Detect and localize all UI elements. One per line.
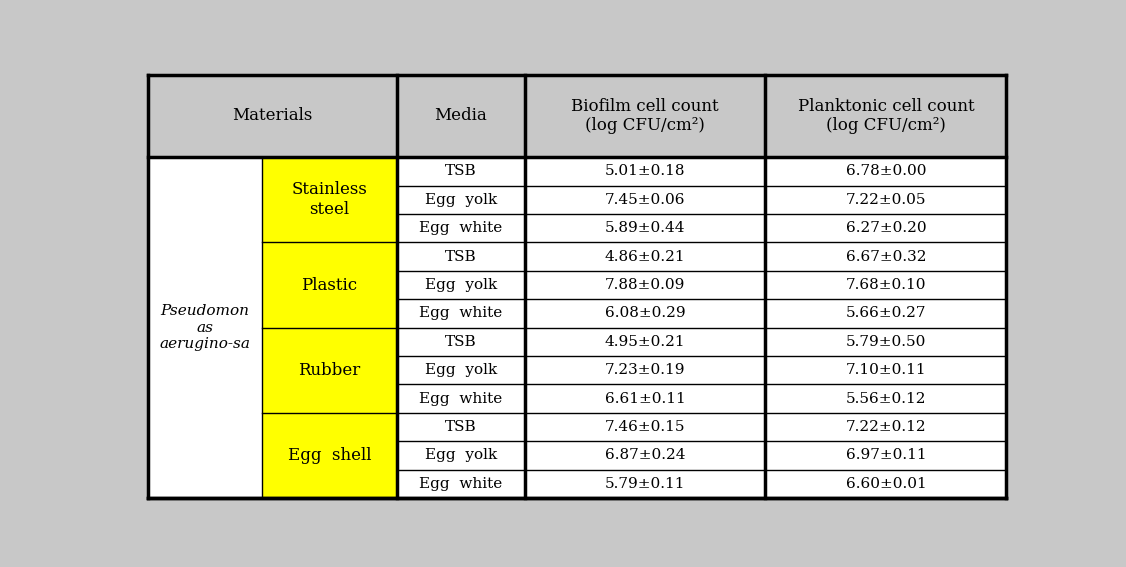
- Text: 7.22±0.12: 7.22±0.12: [846, 420, 927, 434]
- Bar: [397, 299, 525, 328]
- Bar: [766, 469, 1007, 498]
- Bar: [766, 413, 1007, 441]
- Bar: [397, 413, 525, 441]
- Bar: [766, 157, 1007, 185]
- Text: TSB: TSB: [445, 249, 476, 264]
- Text: Materials: Materials: [232, 107, 313, 124]
- Text: 7.45±0.06: 7.45±0.06: [605, 193, 686, 207]
- Text: Rubber: Rubber: [298, 362, 360, 379]
- Text: 7.23±0.19: 7.23±0.19: [605, 363, 686, 377]
- Bar: [525, 299, 766, 328]
- Bar: [525, 271, 766, 299]
- Text: Biofilm cell count
(log CFU/cm²): Biofilm cell count (log CFU/cm²): [571, 98, 718, 134]
- Text: 6.27±0.20: 6.27±0.20: [846, 221, 927, 235]
- Text: 5.79±0.50: 5.79±0.50: [846, 335, 926, 349]
- Bar: [525, 243, 766, 271]
- Text: 5.01±0.18: 5.01±0.18: [605, 164, 686, 179]
- Text: 6.61±0.11: 6.61±0.11: [605, 392, 686, 405]
- Text: TSB: TSB: [445, 164, 476, 179]
- Bar: [261, 328, 397, 413]
- Bar: [766, 299, 1007, 328]
- Bar: [525, 413, 766, 441]
- Bar: [397, 328, 525, 356]
- Text: Egg  white: Egg white: [419, 306, 502, 320]
- Text: 4.86±0.21: 4.86±0.21: [605, 249, 686, 264]
- Bar: [766, 384, 1007, 413]
- Bar: [766, 243, 1007, 271]
- Text: 4.95±0.21: 4.95±0.21: [605, 335, 686, 349]
- Text: Egg  yolk: Egg yolk: [425, 193, 497, 207]
- Text: Egg  white: Egg white: [419, 477, 502, 491]
- Text: 7.10±0.11: 7.10±0.11: [846, 363, 927, 377]
- Bar: [525, 469, 766, 498]
- Text: Stainless
steel: Stainless steel: [292, 181, 367, 218]
- Bar: [525, 356, 766, 384]
- Bar: [766, 328, 1007, 356]
- Text: 7.68±0.10: 7.68±0.10: [846, 278, 927, 292]
- Text: Planktonic cell count
(log CFU/cm²): Planktonic cell count (log CFU/cm²): [797, 98, 974, 134]
- Text: TSB: TSB: [445, 335, 476, 349]
- Bar: [397, 185, 525, 214]
- Bar: [397, 157, 525, 185]
- Bar: [525, 75, 766, 157]
- Text: Egg  shell: Egg shell: [288, 447, 372, 464]
- Bar: [525, 157, 766, 185]
- Text: Plastic: Plastic: [302, 277, 358, 294]
- Text: 6.97±0.11: 6.97±0.11: [846, 448, 927, 463]
- Bar: [397, 214, 525, 243]
- Bar: [525, 384, 766, 413]
- Bar: [397, 441, 525, 469]
- Bar: [766, 75, 1007, 157]
- Text: 6.67±0.32: 6.67±0.32: [846, 249, 927, 264]
- Text: 6.78±0.00: 6.78±0.00: [846, 164, 927, 179]
- Text: TSB: TSB: [445, 420, 476, 434]
- Bar: [525, 214, 766, 243]
- Bar: [766, 214, 1007, 243]
- Bar: [525, 328, 766, 356]
- Bar: [261, 243, 397, 328]
- Bar: [397, 271, 525, 299]
- Text: Egg  yolk: Egg yolk: [425, 448, 497, 463]
- Bar: [766, 441, 1007, 469]
- Text: Egg  white: Egg white: [419, 392, 502, 405]
- Bar: [766, 185, 1007, 214]
- Text: 5.79±0.11: 5.79±0.11: [605, 477, 686, 491]
- Text: 7.88±0.09: 7.88±0.09: [605, 278, 685, 292]
- Text: 6.60±0.01: 6.60±0.01: [846, 477, 927, 491]
- Bar: [766, 356, 1007, 384]
- Bar: [261, 157, 397, 243]
- Text: 7.46±0.15: 7.46±0.15: [605, 420, 686, 434]
- Text: Egg  white: Egg white: [419, 221, 502, 235]
- Text: Media: Media: [435, 107, 488, 124]
- Text: 6.08±0.29: 6.08±0.29: [605, 306, 686, 320]
- Text: Egg  yolk: Egg yolk: [425, 363, 497, 377]
- Bar: [525, 185, 766, 214]
- Bar: [148, 157, 261, 498]
- Text: Pseudomon
as
aerugino­sa: Pseudomon as aerugino­sa: [159, 304, 250, 351]
- Bar: [148, 75, 397, 157]
- Text: 5.66±0.27: 5.66±0.27: [846, 306, 927, 320]
- Text: Egg  yolk: Egg yolk: [425, 278, 497, 292]
- Text: 6.87±0.24: 6.87±0.24: [605, 448, 686, 463]
- Text: 7.22±0.05: 7.22±0.05: [846, 193, 927, 207]
- Bar: [261, 413, 397, 498]
- Text: 5.89±0.44: 5.89±0.44: [605, 221, 686, 235]
- Text: 5.56±0.12: 5.56±0.12: [846, 392, 927, 405]
- Bar: [397, 356, 525, 384]
- Bar: [766, 271, 1007, 299]
- Bar: [525, 441, 766, 469]
- Bar: [397, 469, 525, 498]
- Bar: [397, 75, 525, 157]
- Bar: [397, 384, 525, 413]
- Bar: [397, 243, 525, 271]
